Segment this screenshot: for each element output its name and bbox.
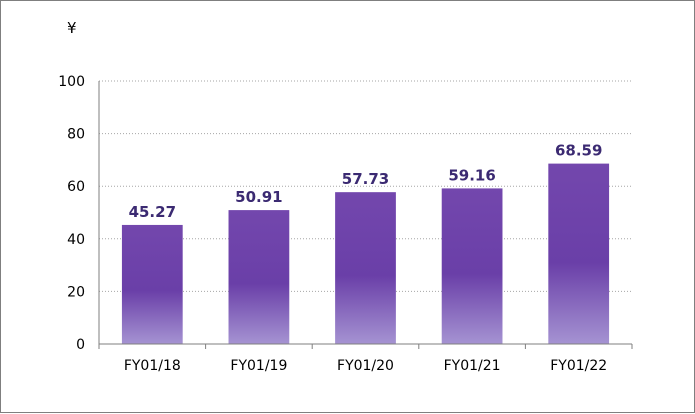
y-tick-labels: 0 20 40 60 80 100 bbox=[58, 74, 85, 353]
data-label: 68.59 bbox=[555, 142, 602, 160]
y-tick-label: 0 bbox=[76, 337, 85, 353]
y-axis-unit-label: ¥ bbox=[67, 19, 77, 37]
bar bbox=[121, 224, 183, 344]
y-tick-label: 80 bbox=[67, 127, 85, 143]
bar bbox=[441, 188, 503, 344]
x-tick-label: FY01/19 bbox=[230, 358, 287, 374]
y-tick-label: 60 bbox=[67, 179, 85, 195]
y-tick-label: 40 bbox=[67, 232, 85, 248]
y-tick-label: 20 bbox=[67, 284, 85, 300]
y-tick-label: 100 bbox=[58, 74, 85, 90]
x-tick-label: FY01/18 bbox=[124, 358, 181, 374]
data-label: 45.27 bbox=[129, 203, 176, 221]
axes bbox=[98, 81, 633, 349]
x-tick-labels: FY01/18 FY01/19 FY01/20 FY01/21 FY01/22 bbox=[124, 358, 607, 374]
bar bbox=[335, 192, 396, 344]
data-label: 50.91 bbox=[235, 188, 282, 206]
x-tick-label: FY01/21 bbox=[444, 358, 501, 374]
x-tick-label: FY01/22 bbox=[550, 358, 607, 374]
data-label: 57.73 bbox=[342, 170, 389, 188]
x-tick-label: FY01/20 bbox=[337, 358, 394, 374]
grid-lines bbox=[99, 80, 632, 292]
bars bbox=[121, 163, 610, 344]
data-labels: 45.27 50.91 57.73 59.16 68.59 bbox=[129, 142, 603, 221]
bar bbox=[548, 163, 610, 344]
data-label: 59.16 bbox=[448, 166, 495, 184]
bar bbox=[228, 210, 290, 344]
